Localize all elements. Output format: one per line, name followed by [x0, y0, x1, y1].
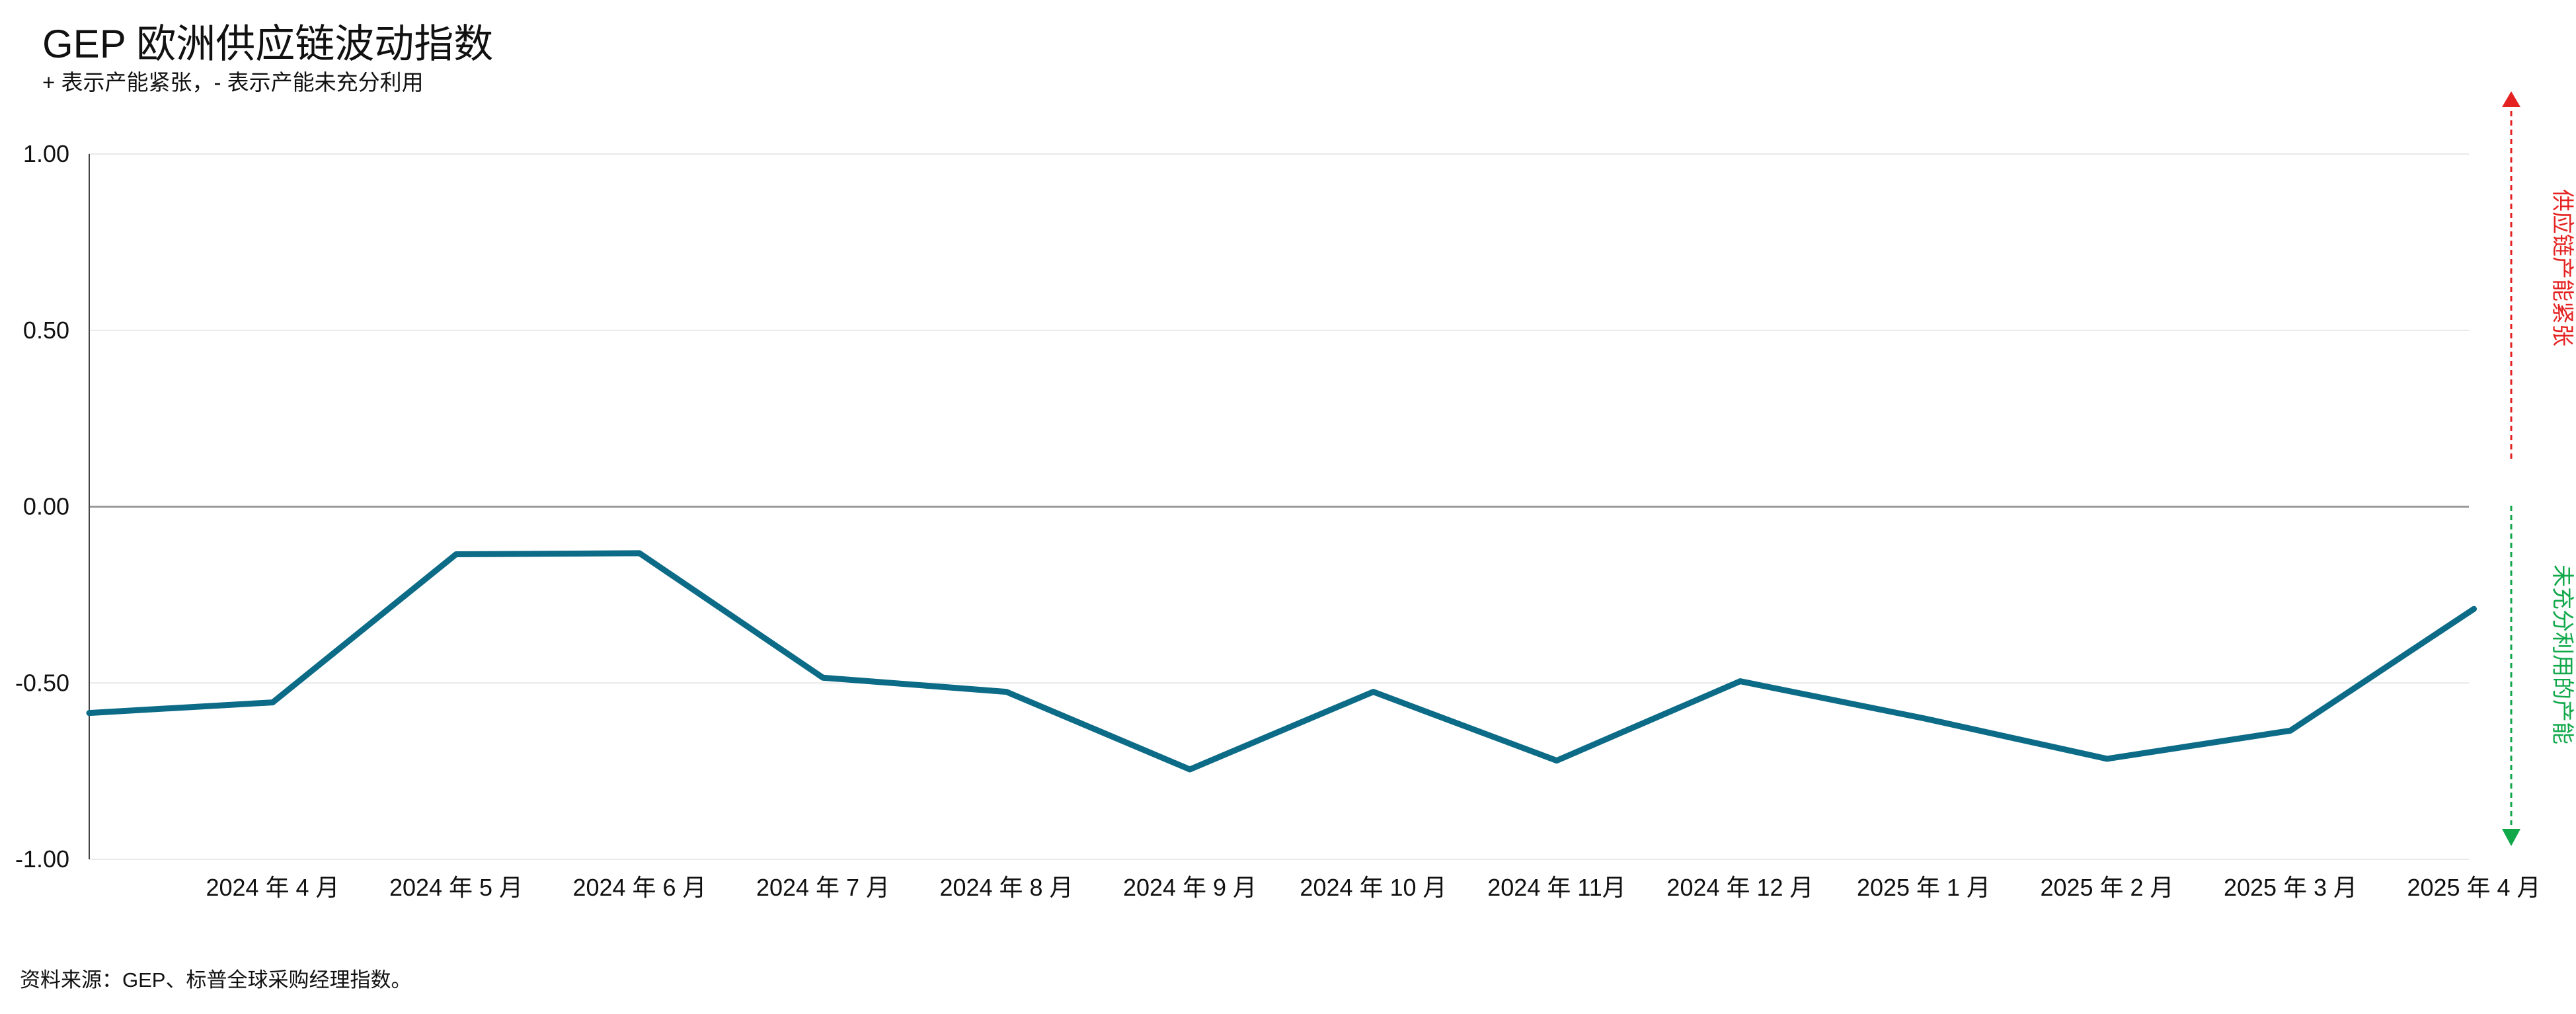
- data-point: [2288, 728, 2293, 734]
- underutilized-label: 未充分利用的产能: [2550, 565, 2575, 744]
- gridlines: [89, 153, 2469, 860]
- data-point: [1187, 766, 1192, 772]
- underutilized-indicator: 未充分利用的产能: [2502, 506, 2575, 846]
- x-tick-label: 2024 年 9 月: [1123, 874, 1257, 901]
- data-point: [820, 675, 826, 681]
- x-tick-label: 2024 年 6 月: [572, 874, 706, 901]
- data-point: [2471, 606, 2477, 612]
- x-tick-label: 2024 年 7 月: [756, 874, 890, 901]
- data-point: [2104, 756, 2110, 761]
- capacity-tight-label: 供应链产能紧张: [2550, 189, 2575, 346]
- x-tick-label: 2025 年 4 月: [2407, 874, 2540, 901]
- x-tick-label: 2024 年 11月: [1487, 874, 1625, 901]
- x-tick-label: 2025 年 1 月: [1857, 874, 1990, 901]
- data-point: [1737, 678, 1743, 684]
- data-point: [1554, 758, 1559, 763]
- data-point: [270, 699, 276, 705]
- x-tick-label: 2024 年 5 月: [389, 874, 523, 901]
- data-point: [453, 551, 459, 557]
- chart-title: GEP 欧洲供应链波动指数: [42, 22, 494, 66]
- x-tick-label: 2024 年 8 月: [939, 874, 1073, 901]
- x-tick-label: 2024 年 12 月: [1666, 874, 1813, 901]
- source-note: 资料来源：GEP、标普全球采购经理指数。: [20, 968, 412, 992]
- down-arrow-icon: [2502, 829, 2520, 846]
- capacity-tight-indicator: 供应链产能紧张: [2502, 91, 2575, 463]
- y-tick-label: 1.00: [23, 140, 69, 167]
- data-point: [1921, 715, 1926, 721]
- y-tick-label: 0.50: [23, 317, 69, 344]
- x-tick-label: 2024 年 4 月: [206, 874, 339, 901]
- series-line: [86, 550, 2477, 773]
- chart-subtitle: + 表示产能紧张，- 表示产能未充分利用: [42, 70, 424, 95]
- data-point: [1003, 689, 1009, 695]
- x-tick-labels: 2024 年 4 月 2024 年 5 月 2024 年 6 月 2024 年 7 月…: [206, 874, 2540, 901]
- up-arrow-icon: [2502, 91, 2520, 107]
- series: [86, 550, 2477, 773]
- x-tick-label: 2024 年 10 月: [1300, 874, 1446, 901]
- data-point: [1370, 689, 1376, 695]
- y-tick-label: 0.00: [23, 493, 69, 520]
- y-tick-label: -1.00: [15, 845, 69, 873]
- y-tick-labels: 1.00 0.50 0.00 -0.50 -1.00: [15, 140, 69, 873]
- data-point: [637, 550, 643, 556]
- x-tick-label: 2025 年 3 月: [2224, 874, 2357, 901]
- x-tick-label: 2025 年 2 月: [2040, 874, 2173, 901]
- y-tick-label: -0.50: [15, 669, 69, 696]
- data-point: [87, 710, 92, 716]
